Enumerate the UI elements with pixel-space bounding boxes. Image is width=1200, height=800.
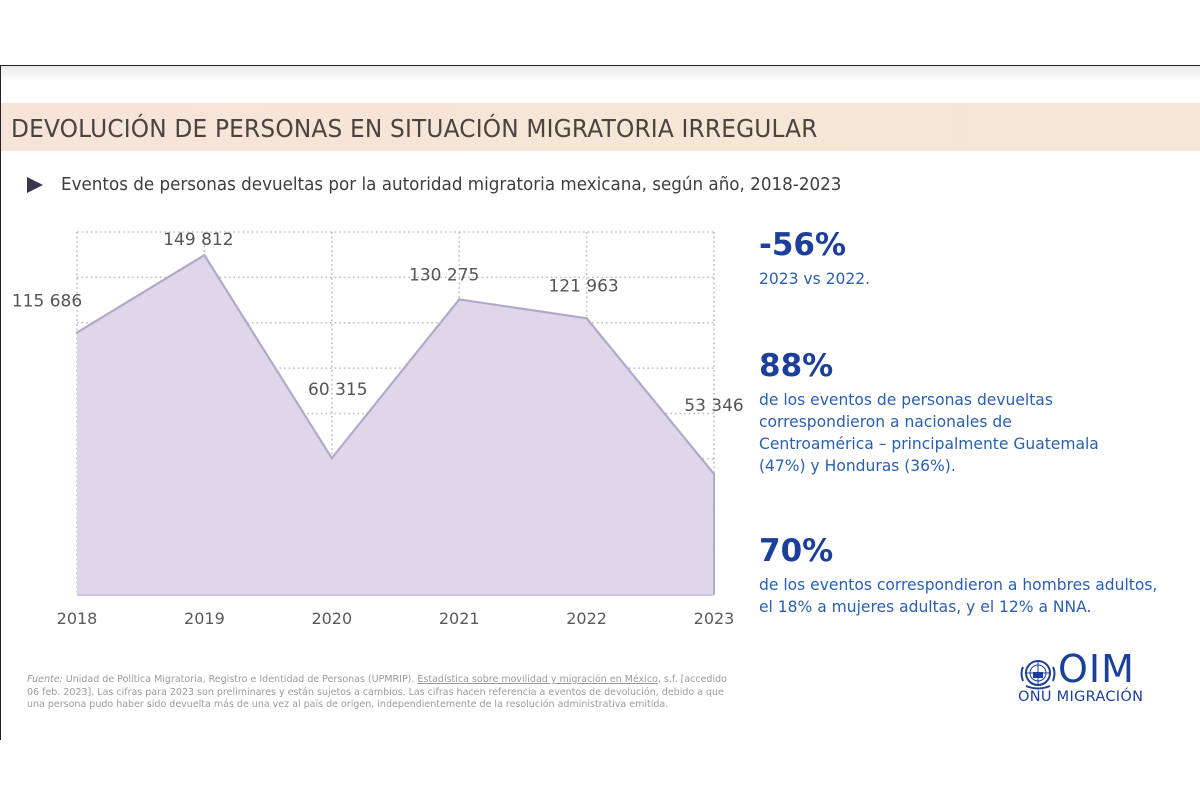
kpi-description: de los eventos de personas devueltas cor… — [759, 390, 1099, 475]
x-tick-label-2022: 2022 — [566, 609, 607, 628]
footnote-source-label: Fuente: — [27, 674, 63, 685]
data-point-2023 — [712, 472, 716, 476]
slide: DEVOLUCIÓN DE PERSONAS EN SITUACIÓN MIGR… — [0, 65, 1200, 740]
kpi-description: de los eventos correspondieron a hombres… — [759, 575, 1158, 616]
kpi-description: 2023 vs 2022. — [759, 269, 871, 288]
data-point-2019 — [203, 253, 206, 257]
x-tick-label-2020: 2020 — [311, 609, 352, 628]
footnote-rest-text: , s.f. [accedido 06 feb. 2023]. Las cifr… — [27, 674, 727, 711]
area-series — [77, 255, 714, 596]
oim-logo: OIM ONU MIGRACIÓN — [1018, 647, 1168, 711]
footnote: Fuente: Unidad de Política Migratoria, R… — [27, 674, 727, 712]
logo-acronym: OIM — [1058, 647, 1135, 691]
data-label-2020: 60 315 — [308, 380, 367, 400]
data-label-2022: 121 963 — [548, 276, 618, 296]
kpi-value: 88% — [759, 348, 834, 384]
data-point-2021 — [458, 298, 461, 301]
page-title: DEVOLUCIÓN DE PERSONAS EN SITUACIÓN MIGR… — [11, 114, 818, 143]
logo-tagline: ONU MIGRACIÓN — [1018, 689, 1144, 705]
title-band — [1, 103, 1200, 151]
triangle-right-icon — [27, 176, 43, 193]
x-tick-label-2018: 2018 — [57, 609, 98, 628]
footnote-source-link[interactable]: Estadística sobre movilidad y migración … — [417, 674, 658, 685]
kpi-change-2023: -56% 2023 vs 2022. — [759, 228, 1119, 290]
area-outline — [76, 253, 715, 475]
x-tick-label-2019: 2019 — [184, 609, 225, 628]
kpi-hombres-adultos: 70% de los eventos correspondieron a hom… — [759, 534, 1179, 618]
chart-subtitle: Eventos de personas devueltas por la aut… — [27, 174, 900, 195]
data-point-2018 — [75, 331, 79, 334]
chart-subtitle-text: Eventos de personas devueltas por la aut… — [61, 174, 842, 195]
kpi-centroamerica: 88% de los eventos de personas devueltas… — [759, 349, 1129, 477]
kpi-value: 70% — [759, 533, 834, 569]
data-label-2021: 130 275 — [409, 265, 479, 285]
un-emblem-icon — [1020, 660, 1056, 690]
x-tick-label-2021: 2021 — [439, 609, 480, 628]
data-label-2018: 115 686 — [12, 292, 82, 312]
data-point-2020 — [330, 456, 333, 460]
kpi-value: -56% — [759, 227, 847, 263]
data-label-2023: 53 346 — [684, 396, 743, 416]
data-label-2019: 149 812 — [163, 230, 233, 250]
data-point-2022 — [585, 317, 588, 320]
footnote-source-text: Unidad de Política Migratoria, Registro … — [62, 674, 418, 685]
slide-top-band — [1, 66, 1200, 82]
x-tick-label-2023: 2023 — [694, 609, 735, 628]
